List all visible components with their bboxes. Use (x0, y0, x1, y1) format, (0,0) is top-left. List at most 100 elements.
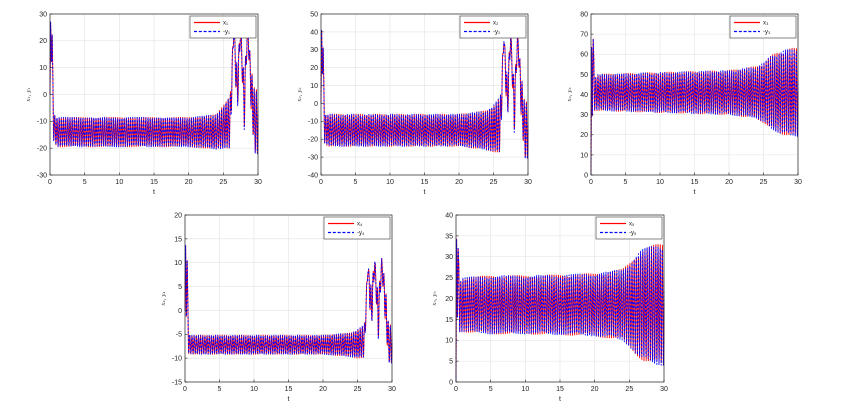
x-axis-label: t (559, 396, 561, 401)
legend: x₅ -y₅ (595, 216, 663, 240)
y-tick-label: -20 (308, 137, 318, 144)
series-line-y (590, 38, 799, 176)
y-tick-label: -40 (308, 172, 318, 179)
legend-box (459, 15, 527, 39)
legend: x₄ -y₄ (323, 216, 391, 240)
series-line-y (184, 245, 393, 364)
x-tick-label: 0 (454, 386, 458, 393)
series-line-y (320, 30, 529, 160)
legend-label: x₁ (223, 21, 228, 27)
y-tick-label: -30 (37, 172, 47, 179)
y-tick-label: 80 (580, 11, 588, 18)
legend-label: -y₃ (763, 30, 771, 36)
x-tick-label: 5 (83, 179, 87, 186)
x-tick-label: 10 (250, 386, 258, 393)
x-tick-label: 25 (219, 179, 227, 186)
y-tick-label: 50 (310, 11, 318, 18)
y-axis-label: x₁, y₁ (26, 87, 32, 101)
y-tick-label: 10 (310, 83, 318, 90)
legend-box (729, 15, 797, 39)
x-tick-label: 0 (183, 386, 187, 393)
x-tick-label: 15 (285, 386, 293, 393)
y-tick-label: 30 (39, 11, 47, 18)
legend-box (189, 15, 257, 39)
y-tick-label: 10 (39, 65, 47, 72)
x-tick-label: 0 (589, 179, 593, 186)
series-line-x (49, 20, 259, 154)
x-tick-label: 5 (218, 386, 222, 393)
legend-box (323, 216, 391, 240)
y-tick-label: 40 (580, 92, 588, 99)
legend: x₃ -y₃ (729, 15, 797, 39)
y-tick-label: 20 (445, 296, 453, 303)
x-tick-label: 30 (794, 179, 802, 186)
y-tick-label: 15 (445, 317, 453, 324)
y-tick-label: 20 (580, 132, 588, 139)
x-tick-label: 30 (254, 179, 262, 186)
legend: x₁ -y₁ (189, 15, 257, 39)
y-tick-label: -10 (172, 356, 182, 363)
x-tick-label: 10 (386, 179, 394, 186)
x-tick-label: 5 (354, 179, 358, 186)
y-tick-label: 10 (445, 338, 453, 345)
x-tick-label: 25 (490, 179, 498, 186)
x-tick-label: 0 (48, 179, 52, 186)
x-tick-label: 20 (591, 386, 599, 393)
y-axis-label: x₄, y₄ (161, 291, 167, 305)
y-tick-label: 30 (445, 254, 453, 261)
legend-label: -y₁ (223, 30, 230, 36)
x-tick-label: 10 (115, 179, 123, 186)
y-tick-label: 20 (310, 65, 318, 72)
y-tick-label: 0 (43, 92, 47, 99)
y-tick-label: -30 (308, 155, 318, 162)
y-tick-label: 25 (445, 275, 453, 282)
x-tick-label: 20 (185, 179, 193, 186)
x-tick-label: 5 (624, 179, 628, 186)
legend-label: -y₄ (357, 231, 365, 237)
x-tick-label: 20 (725, 179, 733, 186)
chart-panel-1: 0 5 10 15 20 25 30 -30 -20 -10 0 10 20 30 t x₁, y₁ x₁ -y₁ (26, 11, 262, 196)
x-tick-label: 0 (319, 179, 323, 186)
chart-panel-2: 0 5 10 15 20 25 30 -40 -30 -20 -10 0 10 20 30 40 50 t x₂, … (297, 11, 532, 196)
x-tick-label: 30 (524, 179, 532, 186)
y-tick-label: 20 (39, 38, 47, 45)
x-tick-label: 10 (521, 386, 529, 393)
chart-panel-3: 0 5 10 15 20 25 30 0 10 20 30 40 50 60 70 80 t x₃, y₃ x₃ -y… (567, 11, 802, 196)
x-tick-label: 25 (625, 386, 633, 393)
y-axis-label: x₃, y₃ (567, 87, 573, 101)
legend-box (595, 216, 663, 240)
x-tick-label: 20 (455, 179, 463, 186)
x-tick-label: 5 (489, 386, 493, 393)
y-tick-label: 10 (580, 152, 588, 159)
legend-label: x₂ (493, 21, 499, 27)
chart-panel-4: 0 5 10 15 20 25 30 -15 -10 -5 0 5 10 15 20 t x₄, y₄ x₄ -y₄ (161, 212, 396, 401)
x-tick-label: 10 (656, 179, 664, 186)
y-tick-label: 15 (174, 236, 182, 243)
series-line-y (455, 238, 665, 383)
y-tick-label: -20 (37, 146, 47, 153)
legend-label: x₄ (357, 222, 363, 228)
legend-label: -y₂ (493, 30, 501, 36)
y-tick-label: 40 (445, 212, 453, 219)
chart-panel-5: 0 5 10 15 20 25 30 0 5 10 15 20 25 30 35 40 t x₅, y₅ x₅ -y₅ (432, 212, 668, 401)
x-tick-label: 15 (691, 179, 699, 186)
y-tick-label: 30 (310, 47, 318, 54)
x-tick-label: 25 (354, 386, 362, 393)
y-tick-label: 0 (314, 101, 318, 108)
x-axis-label: t (424, 189, 426, 196)
y-tick-label: 10 (174, 260, 182, 267)
y-tick-label: 0 (449, 379, 453, 386)
x-tick-label: 20 (319, 386, 327, 393)
x-tick-label: 15 (421, 179, 429, 186)
legend: x₂ -y₂ (459, 15, 527, 39)
x-tick-label: 15 (556, 386, 564, 393)
y-tick-label: -10 (308, 119, 318, 126)
y-tick-label: 20 (174, 212, 182, 219)
y-axis-label: x₅, y₅ (432, 291, 438, 306)
x-tick-label: 30 (388, 386, 396, 393)
y-tick-label: 50 (580, 72, 588, 79)
y-tick-label: -5 (176, 332, 182, 339)
y-tick-label: 30 (580, 112, 588, 119)
y-tick-label: 0 (178, 308, 182, 315)
